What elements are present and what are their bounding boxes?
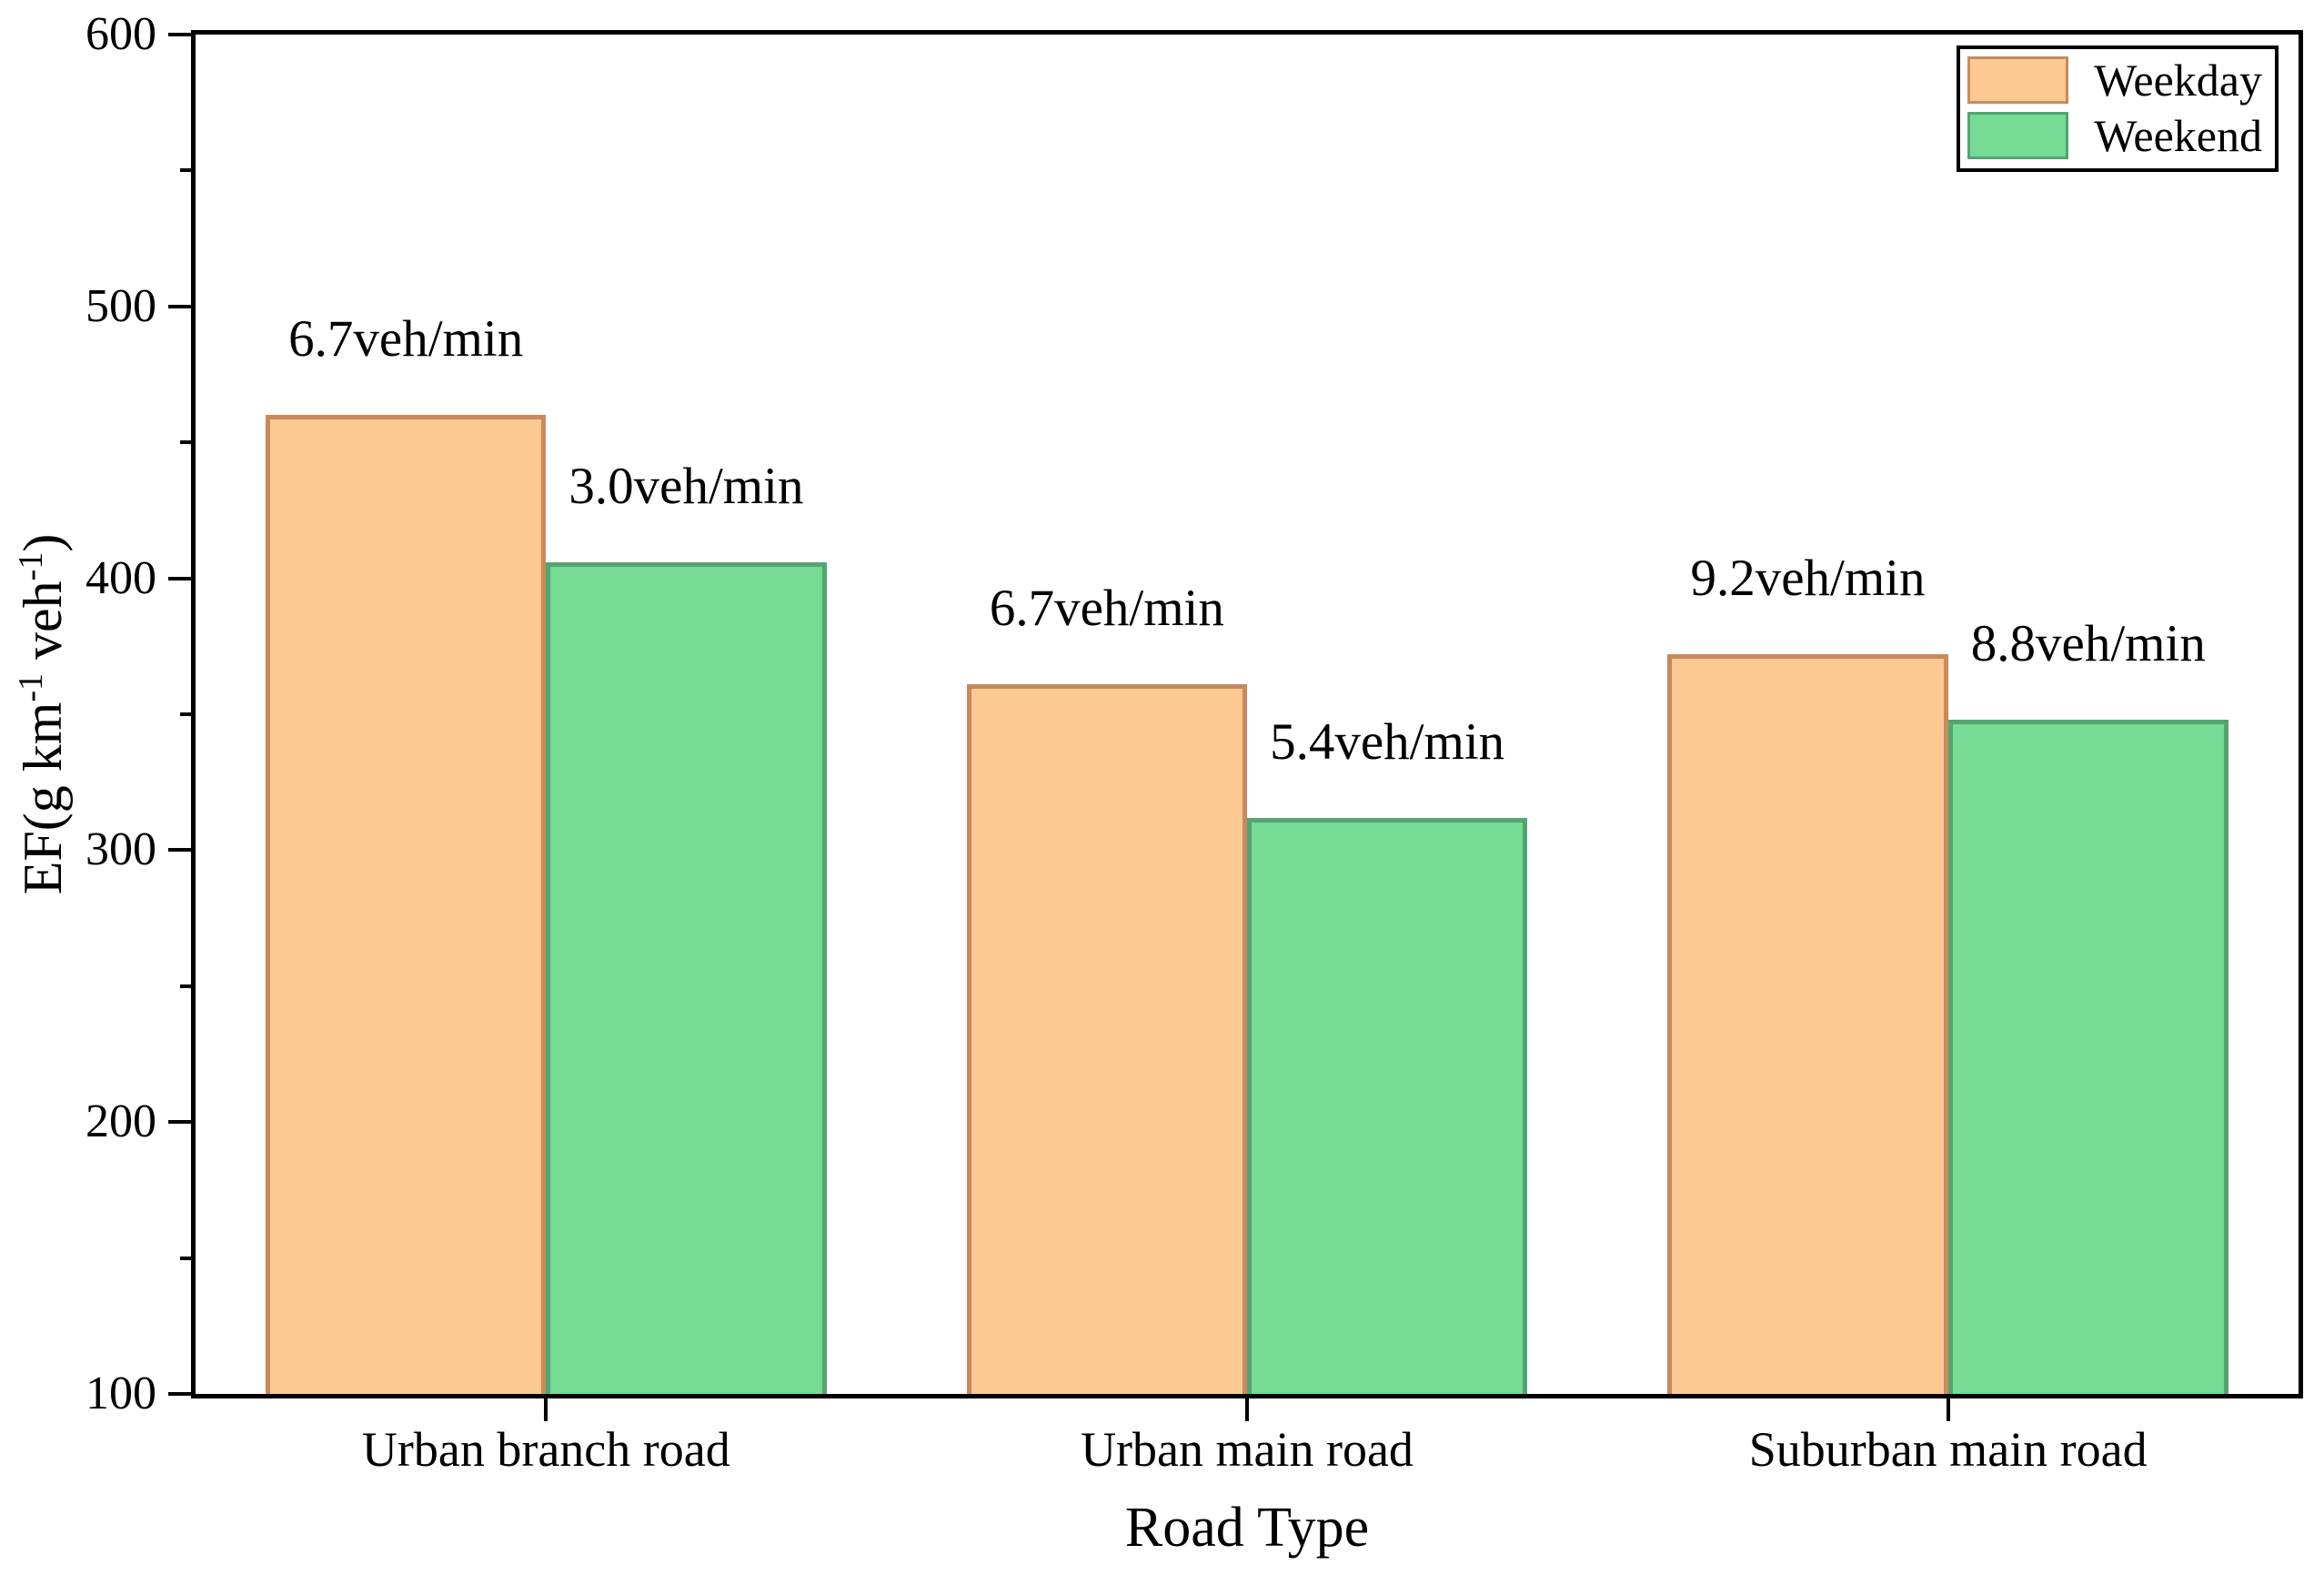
y-tick-label-300: 300: [86, 823, 156, 876]
annotation-weekend-urban-main-road: 5.4veh/min: [1270, 712, 1505, 771]
legend-label-weekend: Weekend: [2094, 110, 2262, 161]
legend: Weekday Weekend: [1957, 45, 2279, 172]
annotation-weekend-urban-branch-road: 3.0veh/min: [568, 457, 804, 515]
annotation-weekday-urban-branch-road: 6.7veh/min: [288, 310, 524, 368]
bar-weekend-suburban-main-road: [1947, 719, 2228, 1394]
legend-label-weekday: Weekday: [2094, 55, 2262, 106]
y-tick-400: [168, 576, 191, 580]
y-minor-tick-350: [180, 712, 191, 716]
y-tick-label-200: 200: [86, 1095, 156, 1148]
y-tick-label-600: 600: [86, 8, 156, 60]
legend-item-weekend: Weekend: [1967, 112, 2262, 159]
x-category-label-suburban-main-road: Suburban main road: [1748, 1422, 2148, 1477]
y-tick-200: [168, 1120, 191, 1125]
y-minor-tick-250: [180, 984, 191, 988]
y-minor-tick-450: [180, 440, 191, 445]
y-tick-label-400: 400: [86, 551, 156, 604]
x-category-label-urban-main-road: Urban main road: [1081, 1422, 1414, 1477]
bar-weekend-urban-main-road: [1247, 817, 1528, 1394]
annotation-weekday-urban-main-road: 6.7veh/min: [989, 580, 1224, 638]
legend-item-weekday: Weekday: [1967, 56, 2262, 104]
y-tick-label-500: 500: [86, 279, 156, 332]
x-tick-urban-branch-road: [544, 1398, 548, 1421]
y-minor-tick-550: [180, 168, 191, 173]
y-minor-tick-150: [180, 1256, 191, 1260]
x-tick-suburban-main-road: [1946, 1398, 1950, 1421]
x-tick-urban-main-road: [1245, 1398, 1249, 1421]
y-axis-title-text: ): [13, 533, 73, 552]
bar-weekday-suburban-main-road: [1667, 654, 1948, 1394]
annotation-weekend-suburban-main-road: 8.8veh/min: [1970, 614, 2206, 672]
legend-swatch-weekend: [1967, 112, 2069, 159]
x-category-label-urban-branch-road: Urban branch road: [361, 1422, 730, 1477]
legend-swatch-weekday: [1967, 56, 2069, 104]
y-tick-600: [168, 33, 191, 36]
bar-weekend-urban-branch-road: [546, 561, 827, 1394]
y-tick-100: [168, 1392, 191, 1396]
y-tick-500: [168, 304, 191, 308]
bar-weekday-urban-branch-road: [266, 415, 547, 1394]
bar-weekday-urban-main-road: [966, 684, 1247, 1394]
annotation-weekday-suburban-main-road: 9.2veh/min: [1690, 550, 1926, 608]
y-axis-title-superscript: -1: [12, 672, 50, 702]
x-axis-title: Road Type: [1124, 1497, 1370, 1559]
y-tick-300: [168, 848, 191, 853]
plot-area: Weekday Weekend 6.7veh/min 3.0veh/min 6.7v…: [191, 30, 2303, 1398]
y-tick-label-100: 100: [86, 1368, 156, 1419]
